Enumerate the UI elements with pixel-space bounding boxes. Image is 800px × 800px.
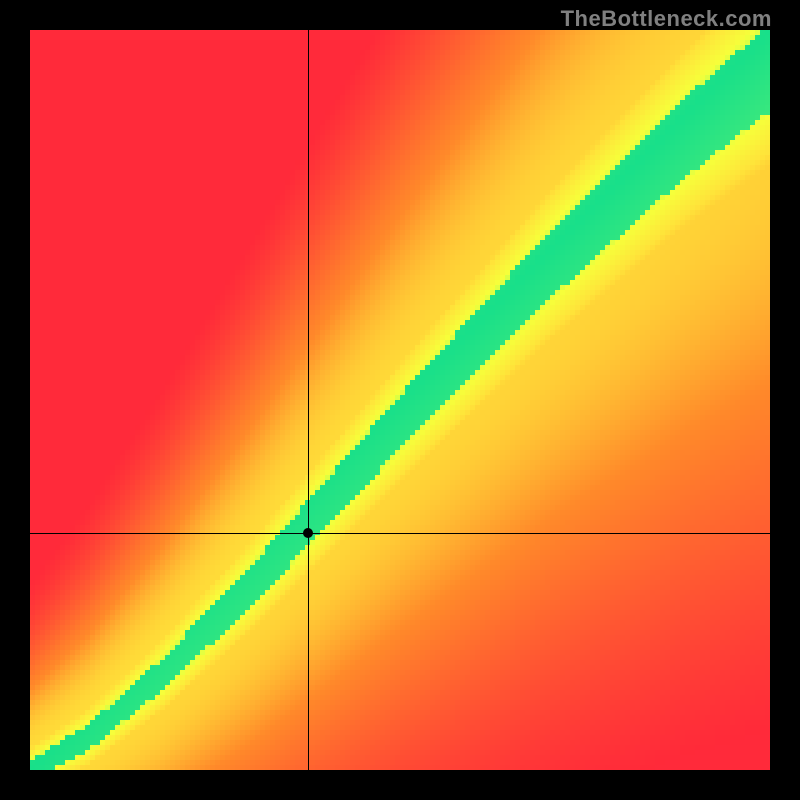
chart-frame: TheBottleneck.com <box>0 0 800 800</box>
heatmap-plot <box>30 30 770 770</box>
marker-dot <box>303 528 313 538</box>
crosshair-horizontal <box>30 533 770 534</box>
attribution-text: TheBottleneck.com <box>561 6 772 32</box>
crosshair-vertical <box>308 30 309 770</box>
heatmap-canvas <box>30 30 770 770</box>
